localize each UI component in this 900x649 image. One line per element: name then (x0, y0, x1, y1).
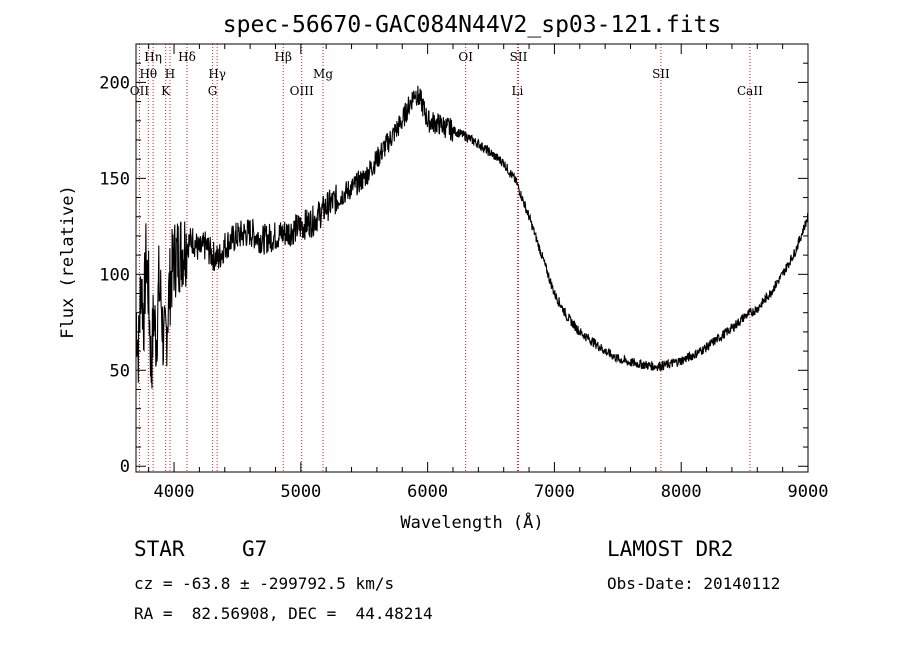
coordinates: RA = 82.56908, DEC = 44.48214 (134, 604, 433, 623)
line-markers: Hη Hθ OII HK Hδ Hγ G Hβ OIII Mg OI SII Li SII CaII (130, 44, 763, 472)
line-marker-label: K (161, 84, 171, 98)
line-marker-label: Li (511, 84, 523, 98)
y-tick-label: 100 (99, 265, 130, 285)
x-tick-label: 7000 (534, 482, 575, 502)
y-tick-label: 200 (99, 73, 130, 93)
x-tick-label: 9000 (788, 482, 829, 502)
line-marker-label: CaII (737, 84, 763, 98)
redshift-velocity: cz = -63.8 ± -299792.5 km/s (134, 574, 395, 593)
plot-frame (135, 43, 809, 473)
observation-date: Obs-Date: 20140112 (607, 574, 781, 593)
line-marker-label: Hη (144, 50, 162, 64)
y-tick-label: 150 (99, 169, 130, 189)
x-tick-label: 6000 (407, 482, 448, 502)
x-tick-label: 4000 (154, 482, 195, 502)
y-axis-label: Flux (relative) (58, 185, 78, 339)
line-marker-label: Hθ (139, 67, 157, 81)
line-marker-label: SII (652, 67, 670, 81)
object-subclass: G7 (242, 537, 268, 561)
spectrum-series-line (135, 85, 809, 389)
x-tick-label: 8000 (661, 482, 702, 502)
line-marker-label: OI (458, 50, 473, 64)
y-tick-label: 0 (120, 457, 130, 477)
chart-title: spec-56670-GAC084N44V2_sp03-121.fits (223, 12, 722, 38)
x-axis-label: Wavelength (Å) (400, 511, 543, 533)
line-marker-label: Mg (313, 67, 333, 81)
line-marker-label: Hβ (275, 50, 292, 64)
axis-ticks: 4000 5000 6000 7000 8000 9000 0 50 100 150 200 (99, 44, 828, 502)
line-marker-label: Hγ (208, 67, 226, 81)
line-marker-label: OII (130, 84, 150, 98)
object-class: STAR (134, 537, 185, 561)
x-tick-label: 5000 (280, 482, 321, 502)
line-marker-label: SII (510, 50, 528, 64)
y-tick-label: 50 (110, 361, 130, 381)
line-marker-label: Hδ (178, 50, 196, 64)
line-marker-label: G (208, 84, 218, 98)
line-marker-label: H (165, 67, 175, 81)
line-marker-label: OIII (290, 84, 314, 98)
survey-name: LAMOST DR2 (607, 537, 734, 561)
